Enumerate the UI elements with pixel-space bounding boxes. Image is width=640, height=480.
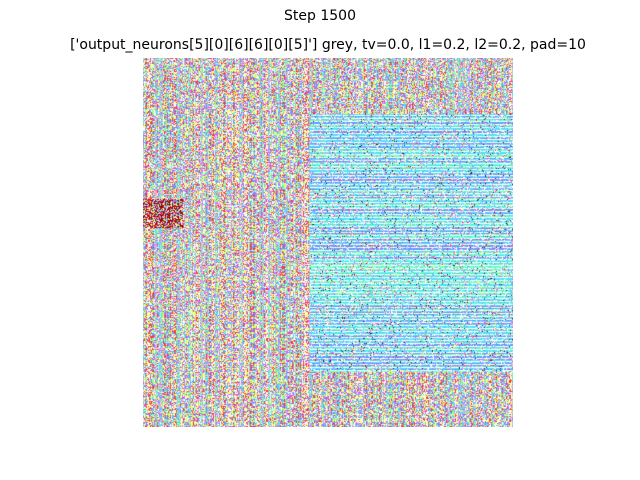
axes-title: ['output_neurons[5][0][6][6][0][5]'] gre… xyxy=(70,37,586,53)
feature-visualization-image xyxy=(143,58,513,427)
figure-suptitle: Step 1500 xyxy=(284,8,356,24)
